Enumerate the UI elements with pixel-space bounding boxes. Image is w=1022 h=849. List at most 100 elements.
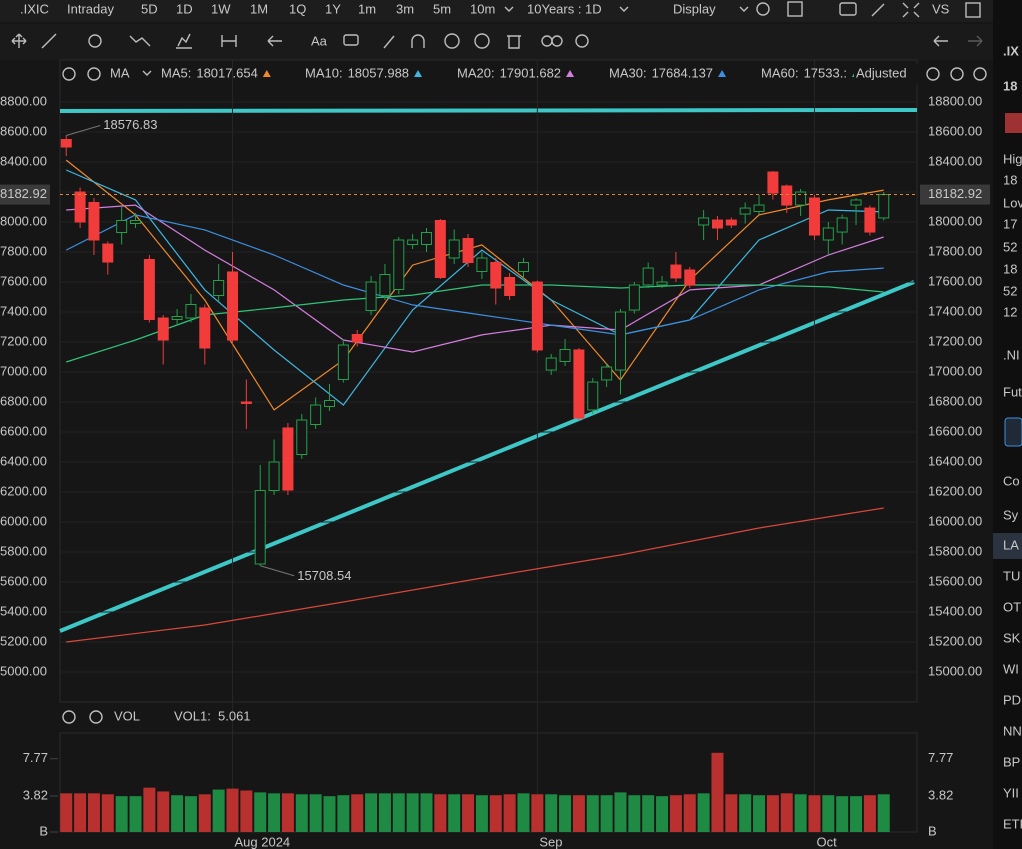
side-panel-item[interactable]: OT <box>1003 599 1021 614</box>
layout-icon[interactable] <box>787 1 803 17</box>
move-icon[interactable] <box>11 33 27 48</box>
side-panel-item[interactable]: LA <box>1003 537 1019 552</box>
side-panel-item[interactable]: TU <box>1003 568 1020 583</box>
candle-body <box>116 220 128 233</box>
candle-body <box>711 219 723 229</box>
shape-icon[interactable] <box>88 34 102 48</box>
period-button[interactable]: 5D <box>141 1 158 16</box>
period-button[interactable]: 1Q <box>289 1 306 16</box>
period-button[interactable]: 5m <box>433 1 451 16</box>
side-panel-item[interactable]: SK <box>1003 630 1021 645</box>
side-panel-item[interactable]: Co <box>1003 473 1020 488</box>
pane-control[interactable] <box>926 67 940 81</box>
layers-icon[interactable] <box>551 35 563 47</box>
period-button[interactable]: 1M <box>250 1 268 16</box>
settings-icon[interactable] <box>62 710 76 724</box>
side-panel-item[interactable]: .IX <box>1003 43 1019 58</box>
side-panel-item[interactable]: 12 <box>1003 304 1017 319</box>
dropdown-caret <box>739 6 749 12</box>
side-panel-item[interactable]: Sy <box>1003 507 1019 522</box>
close-icon[interactable] <box>89 710 103 724</box>
window-icon[interactable] <box>965 2 981 18</box>
range-select[interactable]: 10Years : 1D <box>527 1 602 16</box>
camera-icon[interactable] <box>839 2 857 16</box>
side-panel-item[interactable]: YII <box>1003 785 1019 800</box>
pane-control[interactable] <box>950 67 964 81</box>
side-panel-item[interactable]: 18 <box>1003 261 1017 276</box>
side-panel-item[interactable]: Hig <box>1003 151 1022 166</box>
candle-body <box>448 239 460 259</box>
line-icon[interactable] <box>41 33 57 49</box>
volume-bar <box>157 791 170 832</box>
settings-icon[interactable] <box>575 34 589 48</box>
side-panel-item[interactable]: ETF <box>1003 816 1022 831</box>
side-panel-item[interactable]: PD <box>1003 692 1021 707</box>
volume-bar <box>808 795 821 832</box>
magnet-icon[interactable] <box>411 34 425 48</box>
pen-icon[interactable] <box>383 35 395 49</box>
arrow-icon[interactable] <box>267 35 282 47</box>
period-button[interactable]: 1Y <box>325 1 341 16</box>
fib-icon[interactable] <box>176 33 192 49</box>
period-button[interactable]: Intraday <box>67 1 114 16</box>
side-panel-item[interactable]: Lov <box>1003 195 1022 210</box>
dropdown-caret <box>619 6 629 12</box>
period-button[interactable]: 3m <box>396 1 414 16</box>
settings-icon[interactable] <box>756 2 770 16</box>
side-panel-item[interactable]: WI <box>1003 661 1019 676</box>
horizontal-drawing[interactable] <box>59 108 918 113</box>
volume-tick-label-right: 3.82 <box>928 787 953 802</box>
redo-icon[interactable] <box>968 35 983 47</box>
display-menu[interactable]: Display <box>673 1 716 16</box>
period-button[interactable]: 1D <box>176 1 193 16</box>
y-tick-label-left: 15400.00 <box>0 603 47 618</box>
volume-bar <box>669 795 682 832</box>
candle-body <box>434 220 446 278</box>
candle-body <box>268 461 280 491</box>
settings-icon[interactable] <box>62 67 76 81</box>
side-panel-item[interactable]: 52 <box>1003 239 1017 254</box>
side-panel-item[interactable]: 52 <box>1003 283 1017 298</box>
drawing-icons[interactable] <box>11 33 983 49</box>
measure-icon[interactable] <box>221 35 237 47</box>
volume-bar <box>323 796 336 832</box>
top-toolbar <box>0 0 993 22</box>
side-panel-item[interactable]: BP <box>1003 754 1020 769</box>
hide-icon[interactable] <box>474 33 490 49</box>
adjusted-label[interactable]: Adjusted <box>856 65 907 80</box>
candle-body <box>864 207 876 233</box>
compare-button[interactable]: VS <box>932 1 950 16</box>
side-panel-item[interactable]: NN <box>1003 723 1022 738</box>
edit-icon[interactable] <box>871 3 885 17</box>
close-icon[interactable] <box>87 67 101 81</box>
y-tick-label-left: 15800.00 <box>0 543 47 558</box>
undo-icon[interactable] <box>933 35 948 47</box>
side-panel-item[interactable]: 18 <box>1003 172 1017 187</box>
side-panel-item[interactable]: 18 <box>1003 78 1017 93</box>
lock-icon[interactable] <box>444 33 460 49</box>
pane-control[interactable] <box>973 67 987 81</box>
volume-bar <box>711 752 724 832</box>
volume-name: VOL <box>114 708 140 723</box>
text-tool[interactable]: Aa <box>311 33 328 48</box>
trend-drawing[interactable] <box>59 280 915 633</box>
y-tick-label: 16000.00 <box>928 513 982 528</box>
side-panel-item[interactable]: .NI <box>1003 347 1020 362</box>
period-button[interactable]: 10m <box>470 1 495 16</box>
fullscreen-icon[interactable] <box>902 2 920 18</box>
ma-name: MA30: <box>609 65 647 80</box>
delete-icon[interactable] <box>507 35 521 49</box>
path-icon[interactable] <box>129 35 151 47</box>
note-icon[interactable] <box>343 34 359 46</box>
symbol[interactable]: .IXIC <box>20 1 49 16</box>
side-panel-item[interactable]: 17 <box>1003 216 1017 231</box>
period-button[interactable]: 1m <box>358 1 376 16</box>
period-button[interactable]: 1W <box>211 1 231 16</box>
indicator-name[interactable]: MA <box>110 65 130 80</box>
toolbar-icons[interactable] <box>756 1 981 18</box>
y-tick-label-left: 17800.00 <box>0 243 47 258</box>
volume-bar <box>406 793 419 832</box>
side-panel-item[interactable]: Fut <box>1003 384 1022 399</box>
volume-bar <box>143 787 156 832</box>
y-tick-label: 15800.00 <box>928 543 982 558</box>
